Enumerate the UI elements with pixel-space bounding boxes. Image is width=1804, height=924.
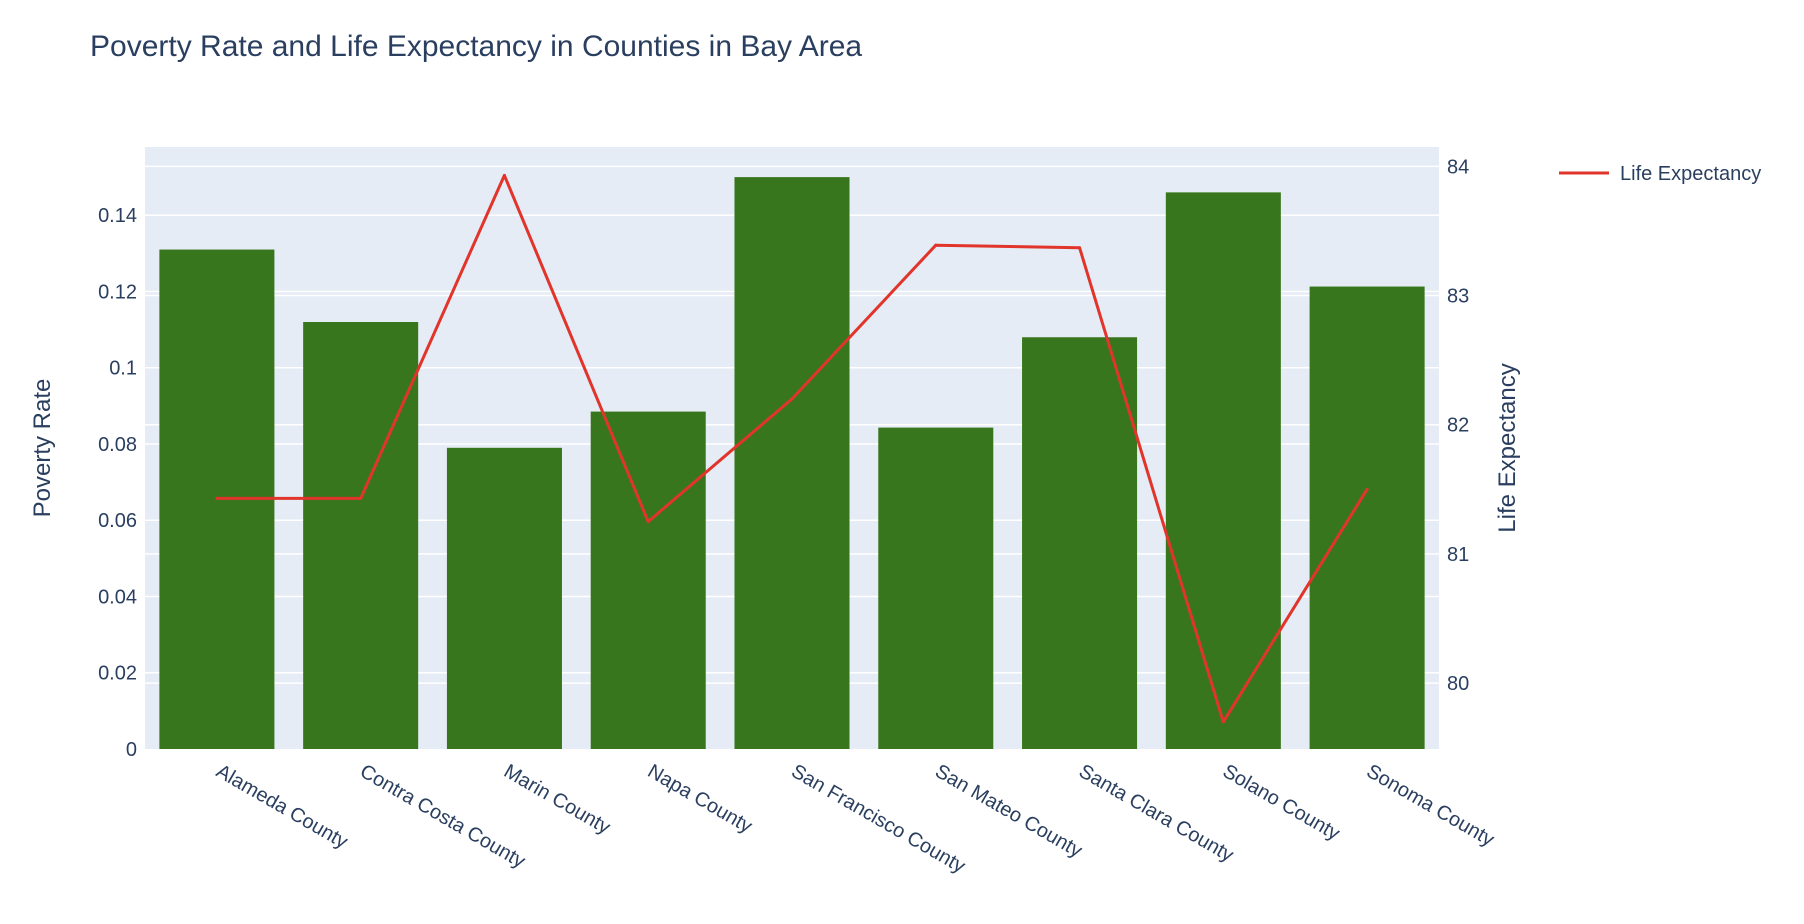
line-point[interactable] <box>1078 246 1082 250</box>
legend-label-life-expectancy: Life Expectancy <box>1620 163 1761 185</box>
bar[interactable] <box>1309 286 1425 749</box>
x-tick-label: Alameda County <box>212 760 351 853</box>
left-tick-label: 0 <box>126 739 137 761</box>
line-point[interactable] <box>359 496 363 500</box>
line-point[interactable] <box>1365 487 1369 491</box>
x-tick-label: Sonoma County <box>1363 760 1498 851</box>
left-tick-label: 0.12 <box>98 281 137 303</box>
line-point[interactable] <box>1221 720 1225 724</box>
line-point[interactable] <box>790 397 794 401</box>
right-tick-label: 81 <box>1447 544 1469 566</box>
bar[interactable] <box>303 321 419 749</box>
chart-title: Poverty Rate and Life Expectancy in Coun… <box>90 30 862 63</box>
right-tick-label: 82 <box>1447 415 1469 437</box>
bar[interactable] <box>734 177 850 749</box>
x-tick-label: Santa Clara County <box>1075 760 1237 866</box>
line-point[interactable] <box>502 173 506 177</box>
line-point[interactable] <box>646 520 650 524</box>
line-point[interactable] <box>215 496 219 500</box>
bar[interactable] <box>1022 337 1138 749</box>
left-axis-title: Poverty Rate <box>29 379 56 518</box>
bar[interactable] <box>1165 192 1281 750</box>
bar[interactable] <box>878 427 994 749</box>
left-tick-label: 0.02 <box>98 663 137 685</box>
left-tick-label: 0.1 <box>109 358 137 380</box>
right-tick-label: 83 <box>1447 286 1469 308</box>
bar[interactable] <box>590 411 706 749</box>
right-axis-ticks: 80 81 82 83 84 <box>1447 156 1469 695</box>
x-tick-label: Napa County <box>644 760 756 837</box>
right-tick-label: 80 <box>1447 673 1469 695</box>
line-series <box>215 173 1369 724</box>
left-tick-label: 0.14 <box>98 205 137 227</box>
right-axis-title: Life Expectancy <box>1494 363 1521 532</box>
line-point[interactable] <box>934 243 938 247</box>
left-tick-label: 0.06 <box>98 510 137 532</box>
x-tick-label: Solano County <box>1219 760 1344 845</box>
legend[interactable]: Life Expectancy <box>1559 163 1761 185</box>
left-tick-label: 0.08 <box>98 434 137 456</box>
left-tick-label: 0.04 <box>98 586 137 608</box>
right-tick-label: 84 <box>1447 156 1469 178</box>
x-tick-label: San Mateo County <box>931 760 1085 862</box>
left-axis-ticks: 0 0.02 0.04 0.06 0.08 0.1 0.12 0.14 <box>98 205 137 761</box>
x-tick-label: Marin County <box>500 760 614 839</box>
bar[interactable] <box>446 447 562 749</box>
